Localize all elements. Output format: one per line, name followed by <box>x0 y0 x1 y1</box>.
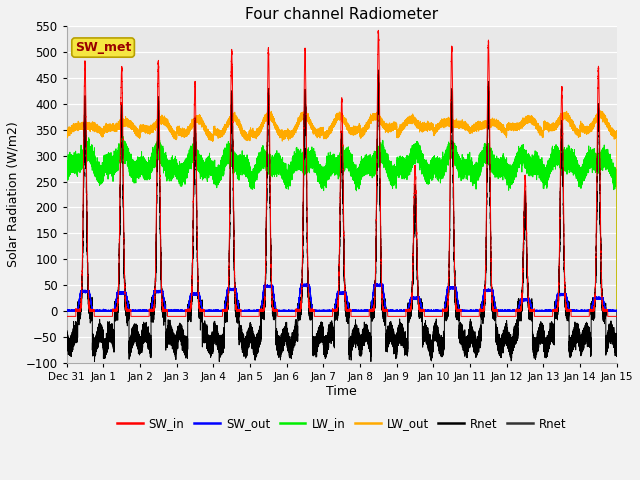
X-axis label: Time: Time <box>326 385 357 398</box>
Y-axis label: Solar Radiation (W/m2): Solar Radiation (W/m2) <box>7 121 20 267</box>
Text: SW_met: SW_met <box>75 41 131 54</box>
Title: Four channel Radiometer: Four channel Radiometer <box>245 7 438 22</box>
Legend: SW_in, SW_out, LW_in, LW_out, Rnet, Rnet: SW_in, SW_out, LW_in, LW_out, Rnet, Rnet <box>112 413 572 435</box>
